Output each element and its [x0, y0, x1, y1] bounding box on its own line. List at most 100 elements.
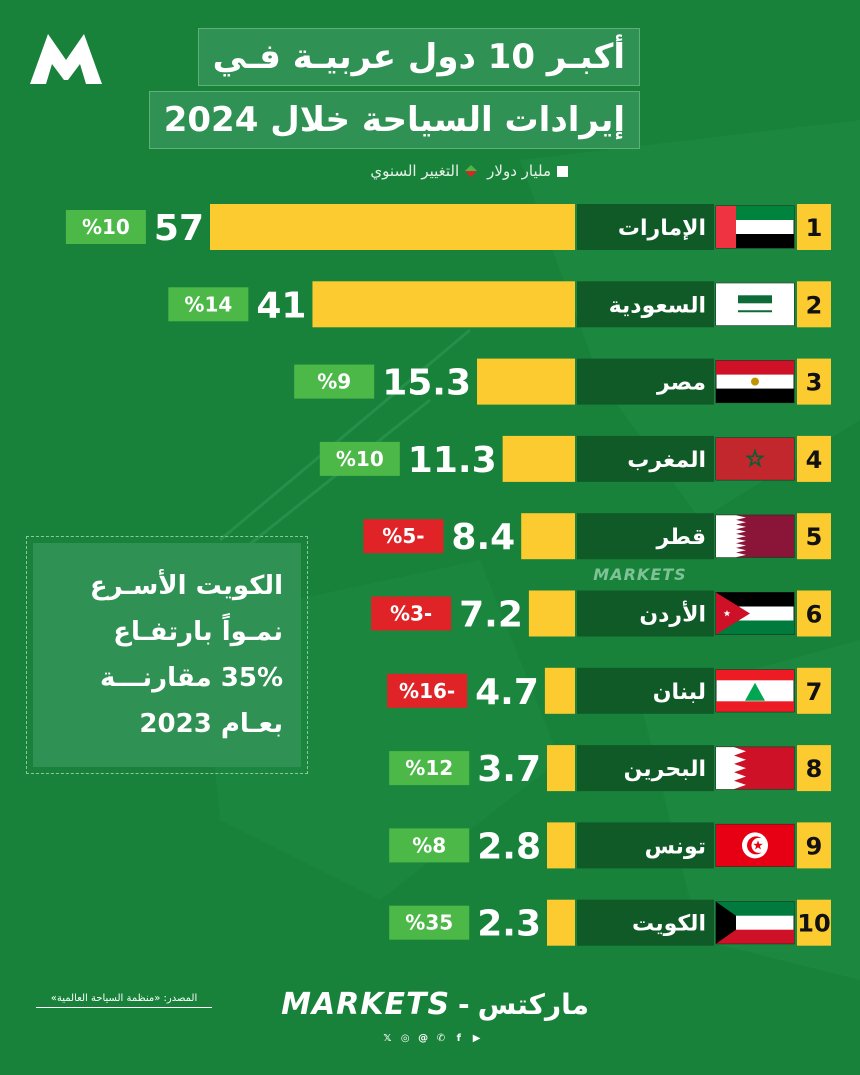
- rank-number: 8: [806, 755, 823, 783]
- source-note: المصدر: «منظمة السياحة العالمية»: [36, 993, 212, 1008]
- country-name-box: [577, 745, 714, 792]
- square-icon: [557, 165, 568, 177]
- watermark-text: MARKETS: [593, 565, 686, 584]
- country-name-box: [577, 204, 714, 250]
- country-name: قطر: [655, 525, 706, 550]
- threads-icon[interactable]: @: [418, 1032, 429, 1044]
- x-icon[interactable]: 𝕏: [383, 1032, 392, 1044]
- value-bar: [210, 204, 575, 250]
- value-label: 41: [256, 285, 306, 326]
- change-badge: [387, 673, 468, 708]
- note-line: بعـام 2023: [139, 709, 283, 739]
- rank-number: 1: [806, 214, 823, 242]
- value-label: 8.4: [451, 517, 515, 558]
- brand-separator: -: [458, 987, 470, 1021]
- saudi-flag: [715, 282, 795, 326]
- youtube-icon[interactable]: ▶: [472, 1032, 481, 1044]
- rank-box: [797, 435, 831, 482]
- tunisia-flag: [715, 823, 795, 867]
- country-name: السعودية: [609, 293, 706, 318]
- note-line: الكويت الأسـرع: [89, 571, 283, 601]
- egypt-flag: [715, 360, 795, 404]
- chart-row: 8 البحرين 3.7 %12: [389, 745, 831, 792]
- brand-en: MARKETS: [281, 986, 451, 1022]
- rank-box: [797, 899, 831, 946]
- value-bar: [547, 745, 575, 792]
- country-name-box: [577, 590, 714, 637]
- value-label: 2.3: [477, 904, 541, 945]
- chart-row: 10 الكويت 2.3 %35: [389, 899, 831, 946]
- title-line-2: إيرادات السياحة خلال 2024: [148, 91, 640, 149]
- legend-value-label: مليار دولار: [487, 162, 551, 180]
- change-label: %10: [82, 215, 130, 239]
- social-links: 𝕏 ◎ @ ✆ f ▶: [380, 1028, 484, 1048]
- rank-box: [797, 281, 831, 328]
- value-label: 2.8: [477, 826, 541, 867]
- country-name: تونس: [645, 834, 706, 859]
- instagram-icon[interactable]: ◎: [400, 1032, 410, 1044]
- country-name: الأردن: [639, 600, 706, 628]
- value-label: 3.7: [477, 749, 541, 790]
- note-line: 35% مقارنـــة: [99, 663, 283, 693]
- kuwait-flag: [715, 901, 795, 945]
- change-badge: [363, 519, 444, 554]
- change-badge: [319, 441, 400, 476]
- country-name-box: [577, 899, 714, 946]
- note-line: نمـواً بارتفـاع: [113, 617, 283, 647]
- legend-item-value: مليار دولار: [487, 162, 568, 180]
- facebook-icon[interactable]: f: [456, 1032, 461, 1044]
- legend: مليار دولار التغيير السنوي: [370, 160, 568, 182]
- rank-box: [797, 745, 831, 792]
- change-label: %12: [405, 756, 453, 780]
- change-badge: [294, 364, 375, 399]
- country-name-box: [577, 513, 714, 560]
- note-box: الكويت الأسـرع نمـواً بارتفـاع 35% مقارن…: [26, 536, 308, 774]
- change-badge: [371, 596, 452, 631]
- rank-number: 6: [806, 601, 823, 629]
- country-name-box: [577, 822, 714, 869]
- change-label: %16-: [399, 679, 455, 703]
- value-label: 4.7: [475, 672, 539, 713]
- chart-row: 9 تونس 2.8 %8: [389, 822, 831, 869]
- qatar-flag: [715, 514, 795, 558]
- value-bar: [547, 822, 575, 869]
- country-name-box: [577, 435, 714, 482]
- rank-number: 10: [797, 910, 830, 938]
- rank-number: 4: [806, 446, 823, 474]
- uae-flag: [715, 205, 795, 249]
- rank-number: 7: [806, 678, 823, 706]
- change-badge: [168, 287, 249, 322]
- country-name-box: [577, 667, 714, 714]
- chart-row: 1 الإمارات 57 %10: [65, 204, 831, 250]
- value-bar: [521, 513, 575, 560]
- whatsapp-icon[interactable]: ✆: [436, 1032, 446, 1044]
- rank-number: 9: [806, 832, 823, 860]
- note-text: الكويت الأسـرع نمـواً بارتفـاع 35% مقارن…: [33, 543, 301, 767]
- change-label: %14: [184, 292, 232, 316]
- value-label: 15.3: [382, 363, 471, 404]
- country-name: المغرب: [627, 448, 706, 473]
- value-bar: [544, 667, 575, 714]
- country-name: الكويت: [632, 912, 706, 937]
- value-label: 57: [154, 208, 204, 249]
- change-badge: [389, 828, 470, 863]
- value-bar: [547, 899, 575, 946]
- change-label: %9: [317, 370, 351, 394]
- change-badge: [389, 751, 470, 786]
- change-label: %10: [336, 447, 384, 471]
- country-name: مصر: [656, 371, 706, 396]
- rank-number: 2: [806, 291, 823, 319]
- legend-item-change: التغيير السنوي: [370, 162, 478, 180]
- country-name-box: [577, 358, 714, 405]
- lebanon-flag: [715, 669, 795, 713]
- chart-row: 3 مصر 15.3 %9: [294, 358, 831, 405]
- rank-number: 3: [806, 369, 823, 397]
- brand-footer: MARKETS - ماركتس: [281, 984, 589, 1024]
- chart-row: 6 الأردن 7.2 %3-: [371, 590, 831, 637]
- brand-ar: ماركتس: [477, 987, 589, 1021]
- chart-row: 5 قطر 8.4 %5-: [363, 513, 831, 560]
- chart-row: 2 السعودية 41 %14: [168, 281, 831, 328]
- rank-box: [797, 513, 831, 560]
- rank-box: [797, 590, 831, 637]
